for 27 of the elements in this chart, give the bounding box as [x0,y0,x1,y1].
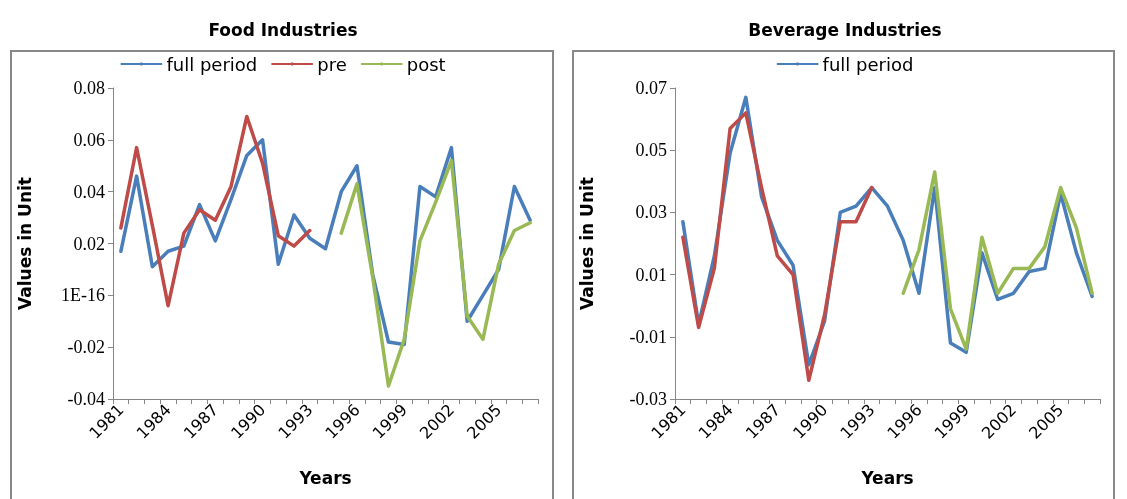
y-tick-label: 0.05 [635,140,667,161]
y-tick-label: 1E-16 [61,285,105,306]
y-tick-label: 0.03 [635,202,667,223]
y-axis-title: Values in Unit [576,177,596,310]
y-tick-label: 0.02 [73,233,105,254]
chart-title: Food Industries [208,19,358,40]
legend-label: post [406,53,446,75]
y-tick-label: -0.04 [67,389,105,409]
line-series [339,158,532,388]
y-tick-label: -0.03 [629,389,667,409]
legend-label: full period [822,53,913,75]
y-axis-title: Values in Unit [14,177,35,310]
chart-title: Beverage Industries [747,19,942,40]
x-axis-title: Years [298,467,352,488]
y-tick-label: -0.01 [629,326,667,347]
line-series [119,114,312,308]
line-series [680,111,874,383]
line-series [900,170,1094,351]
y-tick-label: 0.06 [73,129,105,150]
y-tick-label: 0.01 [635,264,667,285]
y-tick-label: -0.02 [67,337,105,358]
y-tick-label: 0.04 [73,181,105,202]
y-tick-label: 0.07 [635,78,667,98]
legend-label: full period [166,53,258,75]
legend-label: pre [317,53,347,75]
y-tick-label: 0.08 [73,78,105,98]
x-axis-title: Years [859,467,914,488]
